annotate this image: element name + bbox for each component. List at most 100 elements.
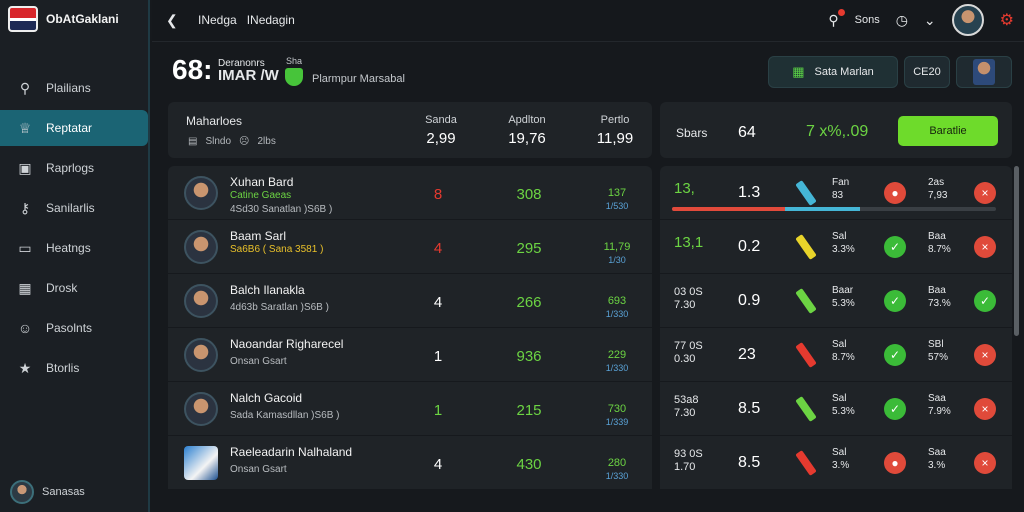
odds-row[interactable]: 53a8 7.30 8.5 Sal 5.3% ✓ Saa 7.9% × [660, 382, 1012, 436]
odds-market-a: Sal 8.7% [832, 339, 855, 363]
breadcrumb-item[interactable]: INedagin [246, 13, 295, 27]
brand-logo [8, 6, 38, 32]
player-stat-b: 936 [516, 348, 542, 365]
sidebar-user[interactable]: Sanasas [10, 480, 85, 504]
odds-market-a: Fan 83 [832, 177, 850, 201]
trend-bar-icon [795, 450, 817, 476]
table-row[interactable]: Raeleadarin Nalhaland Onsan Gsart 4 430 280 1… [168, 436, 652, 490]
primary-action-label: Sata Marlan [814, 66, 874, 78]
player-name: Nalch Gacoid [230, 391, 303, 405]
brand[interactable]: ObAtGaklani [8, 6, 119, 32]
stats-meta-b: 2lbs [257, 136, 276, 147]
table-row[interactable]: Nalch Gacoid Sada Kamasdllan )S6B ) 1 215 73… [168, 382, 652, 436]
avatar [184, 230, 218, 264]
back-arrow-icon[interactable]: ❮ [166, 12, 178, 28]
sidebar-item[interactable]: ★ Btorlis [0, 350, 150, 386]
odds-market-a: Sal 3.% [832, 447, 850, 471]
player-stat-c: 137 [607, 187, 627, 199]
stat-column: Pertlo 11,99 [580, 114, 650, 147]
player-stat-a: 1 [433, 402, 443, 419]
odds-label: 13,1 [674, 234, 704, 251]
check-icon[interactable]: ✓ [884, 344, 906, 366]
search-icon[interactable]: ⚲ [828, 8, 845, 29]
player-detail: Sada Kamasdllan )S6B ) [230, 410, 340, 421]
odds-label: 93 0S 1.70 [674, 448, 703, 473]
gear-icon[interactable]: ⚙ [999, 12, 1014, 29]
primary-action-button[interactable]: ▦ Sata Marlan [768, 56, 898, 88]
odds-market-b: 2as 7,93 [928, 177, 948, 201]
player-stat-a: 8 [433, 186, 443, 203]
close-icon[interactable]: × [974, 182, 996, 204]
player-stat-b: 430 [516, 456, 542, 473]
check-icon[interactable]: ✓ [884, 290, 906, 312]
progress-fill-red [672, 207, 786, 211]
table-row[interactable]: Naoandar Righarecel Onsan Gsart 1 936 229 1/3… [168, 328, 652, 382]
trophy-icon: ♕ [18, 119, 32, 136]
check-icon[interactable]: ✓ [884, 398, 906, 420]
odds-label: 13, [674, 180, 695, 197]
circle-icon[interactable]: ● [884, 452, 906, 474]
clipboard-icon: ▦ [792, 64, 805, 79]
odds-action-button[interactable]: Baratlie [898, 116, 998, 146]
breadcrumb-item[interactable]: INedga [198, 13, 237, 27]
player-stat-c: 730 [607, 403, 627, 415]
check-icon[interactable]: ✓ [974, 290, 996, 312]
sidebar-item[interactable]: ⚲ Plailians [0, 70, 150, 106]
odds-row[interactable]: 77 0S 0.30 23 Sal 8.7% ✓ SBl 57% × [660, 328, 1012, 382]
small-action-button[interactable]: CE20 [904, 56, 950, 88]
avatar [184, 176, 218, 210]
odds-label: 03 0S 7.30 [674, 286, 703, 311]
stat-value: 11,99 [596, 130, 634, 147]
brand-name: ObAtGaklani [46, 12, 119, 26]
clock-icon[interactable]: ◷ [895, 11, 908, 28]
odds-market-a: Sal 5.3% [832, 393, 855, 417]
sidebar-item[interactable]: ▭ Heatngs [0, 230, 150, 266]
odds-row[interactable]: 93 0S 1.70 8.5 Sal 3.% ● Saa 3.% × [660, 436, 1012, 490]
odds-market-a: Sal 3.3% [832, 231, 855, 255]
player-detail: 4Sd30 Sanatlan )S6B ) [230, 204, 333, 215]
sidebar-item[interactable]: ⚷ Sanilarlis [0, 190, 150, 226]
sidebar-item-label: Raprlogs [46, 161, 95, 175]
table-row[interactable]: Baam Sarl Sa6B6 ( Sana 3581 ) 4 295 11,79 1/3… [168, 220, 652, 274]
stat-value: 2,99 [426, 130, 456, 147]
chevron-down-icon[interactable]: ⌄ [923, 11, 936, 28]
key-icon: ⚷ [19, 199, 31, 216]
player-stat-c-sub: 1/330 [605, 363, 629, 373]
trend-bar-icon [795, 342, 817, 368]
odds-market-b: Baa 73.% [928, 285, 951, 309]
breadcrumb: INedga INedagin [198, 13, 295, 27]
odds-row[interactable]: 13,1 0.2 Sal 3.3% ✓ Baa 8.7% × [660, 220, 1012, 274]
sidebar-item-label: Drosk [46, 281, 78, 295]
sidebar-item-label: Pasolnts [46, 321, 93, 335]
player-detail: 4d63b Saratlan )S6B ) [230, 302, 329, 313]
sidebar-item[interactable]: ▦ Drosk [0, 270, 150, 306]
close-icon[interactable]: × [974, 344, 996, 366]
table-row[interactable]: Xuhan Bard Catine Gaeas 4Sd30 Sanatlan )S6… [168, 166, 652, 220]
circle-icon[interactable]: ● [884, 182, 906, 204]
player-stat-b: 215 [516, 402, 542, 419]
table-row[interactable]: Balch Ilanakla 4d63b Saratlan )S6B ) 4 266 6… [168, 274, 652, 328]
sidebar-item[interactable]: ♕ Reptatar [0, 110, 148, 146]
avatar [184, 284, 218, 318]
sidebar-item[interactable]: ▣ Raprlogs [0, 150, 150, 186]
scrollbar[interactable] [1014, 166, 1019, 336]
player-stat-a: 4 [433, 456, 443, 473]
player-stat-c-sub: 1/339 [605, 417, 629, 427]
avatar [973, 59, 995, 85]
odds-row[interactable]: 13, 1.3 Fan 83 ● 2as 7,93 × [660, 166, 1012, 220]
stat-column: Sanda 2,99 [406, 114, 476, 147]
close-icon[interactable]: × [974, 452, 996, 474]
close-icon[interactable]: × [974, 398, 996, 420]
sidebar-item-label: Heatngs [46, 241, 91, 255]
match-score: 68: [172, 54, 213, 85]
search-label[interactable]: Sons [854, 14, 880, 26]
check-icon[interactable]: ✓ [884, 236, 906, 258]
odds-row[interactable]: 03 0S 7.30 0.9 Baar 5.3% ✓ Baa 73.% ✓ [660, 274, 1012, 328]
sidebar-item[interactable]: ☺ Pasolnts [0, 310, 150, 346]
close-icon[interactable]: × [974, 236, 996, 258]
odds-value: 0.9 [738, 292, 761, 309]
book-icon: ▦ [18, 279, 32, 296]
avatar[interactable] [951, 4, 984, 36]
player-detail: Onsan Gsart [230, 464, 287, 475]
player-avatar-button[interactable] [956, 56, 1012, 88]
